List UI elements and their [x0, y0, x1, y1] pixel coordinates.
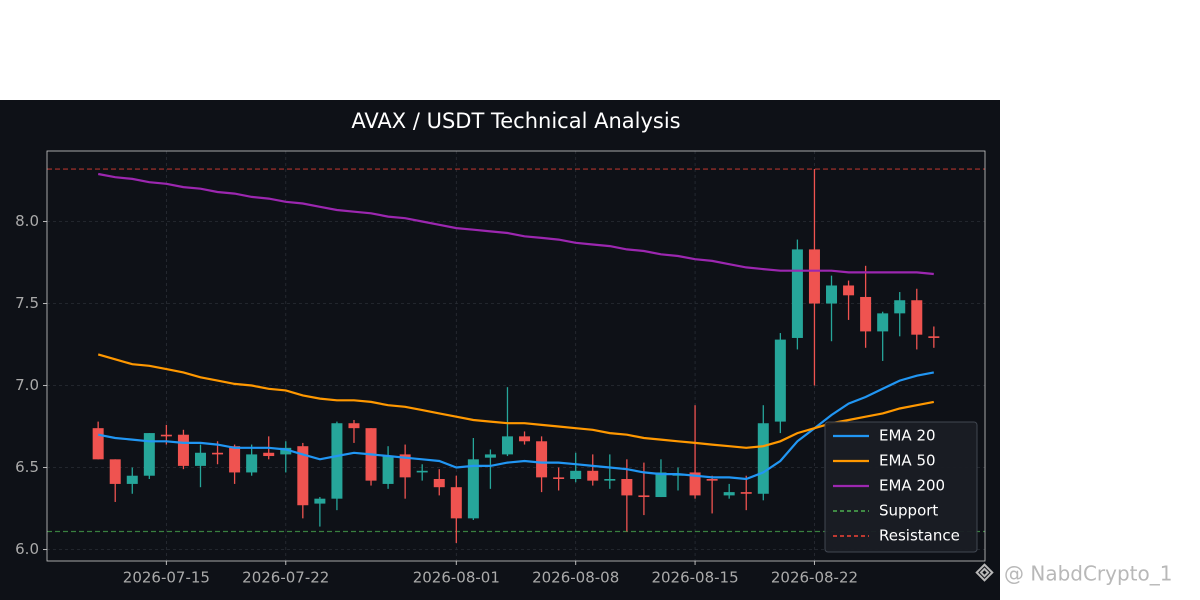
candle-body [399, 454, 411, 478]
candle-body [246, 454, 258, 473]
y-tick-label: 7.5 [15, 294, 39, 312]
x-tick-label: 2026-08-15 [651, 569, 738, 587]
candle-body [928, 336, 940, 338]
y-tick-label: 6.0 [15, 540, 39, 558]
candle-body [757, 423, 769, 494]
candle-body [911, 300, 923, 335]
x-tick-label: 2026-08-01 [413, 569, 500, 587]
candle-body [877, 313, 889, 332]
candle-body [553, 477, 565, 479]
candle-body [519, 436, 531, 442]
candle-body [604, 479, 616, 481]
candle-body [331, 423, 343, 499]
candle-body [638, 495, 650, 498]
candle-body [143, 433, 155, 476]
candle-body [297, 446, 309, 506]
candle-body [314, 498, 326, 504]
candle-body [177, 434, 189, 466]
candle-body [229, 446, 241, 473]
candle-body [416, 470, 428, 473]
candle-body [655, 472, 667, 498]
watermark: @ NabdCrypto_1 [1004, 562, 1173, 586]
candle-body [826, 285, 838, 304]
chart-title: AVAX / USDT Technical Analysis [351, 109, 680, 133]
candle-body [433, 479, 445, 488]
candle-body [382, 456, 394, 484]
legend-label: EMA 50 [879, 452, 936, 470]
candle-body [501, 436, 513, 455]
candle-body [621, 479, 633, 496]
x-tick-label: 2026-08-22 [771, 569, 858, 587]
x-tick-label: 2026-08-08 [532, 569, 619, 587]
candle-body [774, 339, 786, 422]
candle-body [536, 441, 548, 478]
ema-line [97, 172, 934, 276]
candle-body [843, 285, 855, 296]
x-tick-label: 2026-07-15 [123, 569, 210, 587]
candle-body [723, 492, 735, 496]
legend-label: Resistance [879, 527, 960, 545]
plot-frame [46, 150, 986, 562]
candle-body [212, 452, 224, 455]
candle-body [467, 459, 479, 519]
candle-body [791, 249, 803, 338]
candle-body [860, 296, 872, 332]
candle-body [126, 475, 138, 484]
y-tick-label: 6.5 [15, 458, 39, 476]
legend-label: Support [879, 502, 938, 520]
candle-body [740, 492, 752, 494]
y-tick-label: 7.0 [15, 376, 39, 394]
candle-body [263, 452, 275, 457]
candle-body [280, 447, 292, 455]
watermark-icon [975, 563, 994, 582]
x-tick-label: 2026-07-22 [242, 569, 329, 587]
candle-body [706, 479, 718, 481]
candle-body [689, 472, 701, 496]
candle-body [109, 459, 121, 484]
candle-body [160, 434, 172, 437]
legend-box [824, 421, 978, 553]
candle-body [92, 428, 104, 460]
candle-body [808, 249, 820, 304]
legend: EMA 20 EMA 50 EMA 200 Support Resistance [824, 421, 978, 553]
candle-body [194, 452, 206, 466]
legend-label: EMA 200 [879, 477, 945, 495]
candle-body [894, 300, 906, 314]
candle-body [348, 423, 360, 429]
ema-line [97, 353, 935, 449]
candle-body [450, 487, 462, 519]
y-tick-label: 8.0 [15, 212, 39, 230]
candle-body [570, 470, 582, 479]
candle-body [587, 470, 599, 481]
candle-body [484, 454, 496, 458]
ema-line [97, 371, 935, 481]
legend-label: EMA 20 [879, 427, 936, 445]
